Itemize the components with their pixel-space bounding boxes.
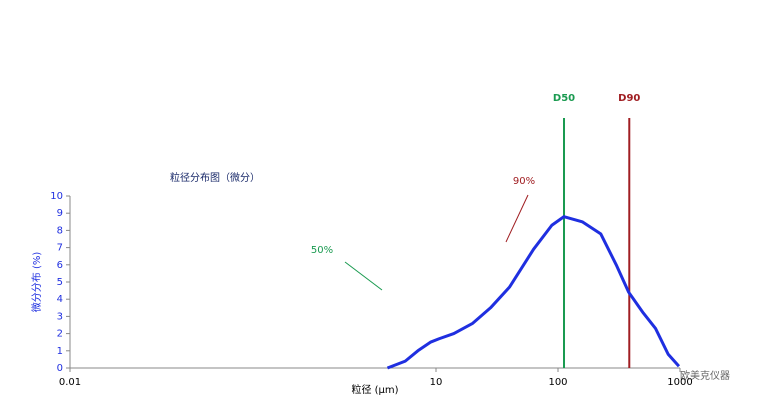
x-tick-label: 100 bbox=[548, 377, 567, 388]
y-tick-label: 7 bbox=[57, 243, 63, 254]
y-tick-label: 9 bbox=[57, 208, 63, 219]
annotation: 50% bbox=[311, 245, 333, 256]
marker-label: D90 bbox=[618, 93, 640, 104]
y-tick-label: 5 bbox=[57, 277, 63, 288]
annotation-arrow bbox=[505, 194, 529, 243]
y-tick-label: 6 bbox=[57, 260, 63, 271]
x-tick-label: 1000 bbox=[667, 377, 692, 388]
annotation: 90% bbox=[513, 176, 535, 187]
annotation-arrow bbox=[344, 261, 383, 291]
y-tick-label: 3 bbox=[57, 311, 63, 322]
y-tick-label: 8 bbox=[57, 225, 63, 236]
y-tick-label: 2 bbox=[57, 329, 63, 340]
x-tick-label: 10 bbox=[430, 377, 443, 388]
watermark: 欧美克仪器 bbox=[680, 369, 730, 382]
marker-label: D50 bbox=[553, 93, 575, 104]
y-tick-label: 0 bbox=[57, 363, 63, 374]
y-tick-label: 1 bbox=[57, 346, 63, 357]
x-axis-label: 粒径 (μm) bbox=[351, 383, 398, 396]
y-tick-label: 10 bbox=[50, 191, 63, 202]
data-line bbox=[386, 215, 681, 370]
y-tick-label: 4 bbox=[57, 294, 63, 305]
chart-title: 粒径分布图（微分） bbox=[170, 171, 260, 184]
y-axis-label: 微分分布 (%) bbox=[30, 252, 43, 313]
x-tick-label: 0.01 bbox=[59, 377, 81, 388]
